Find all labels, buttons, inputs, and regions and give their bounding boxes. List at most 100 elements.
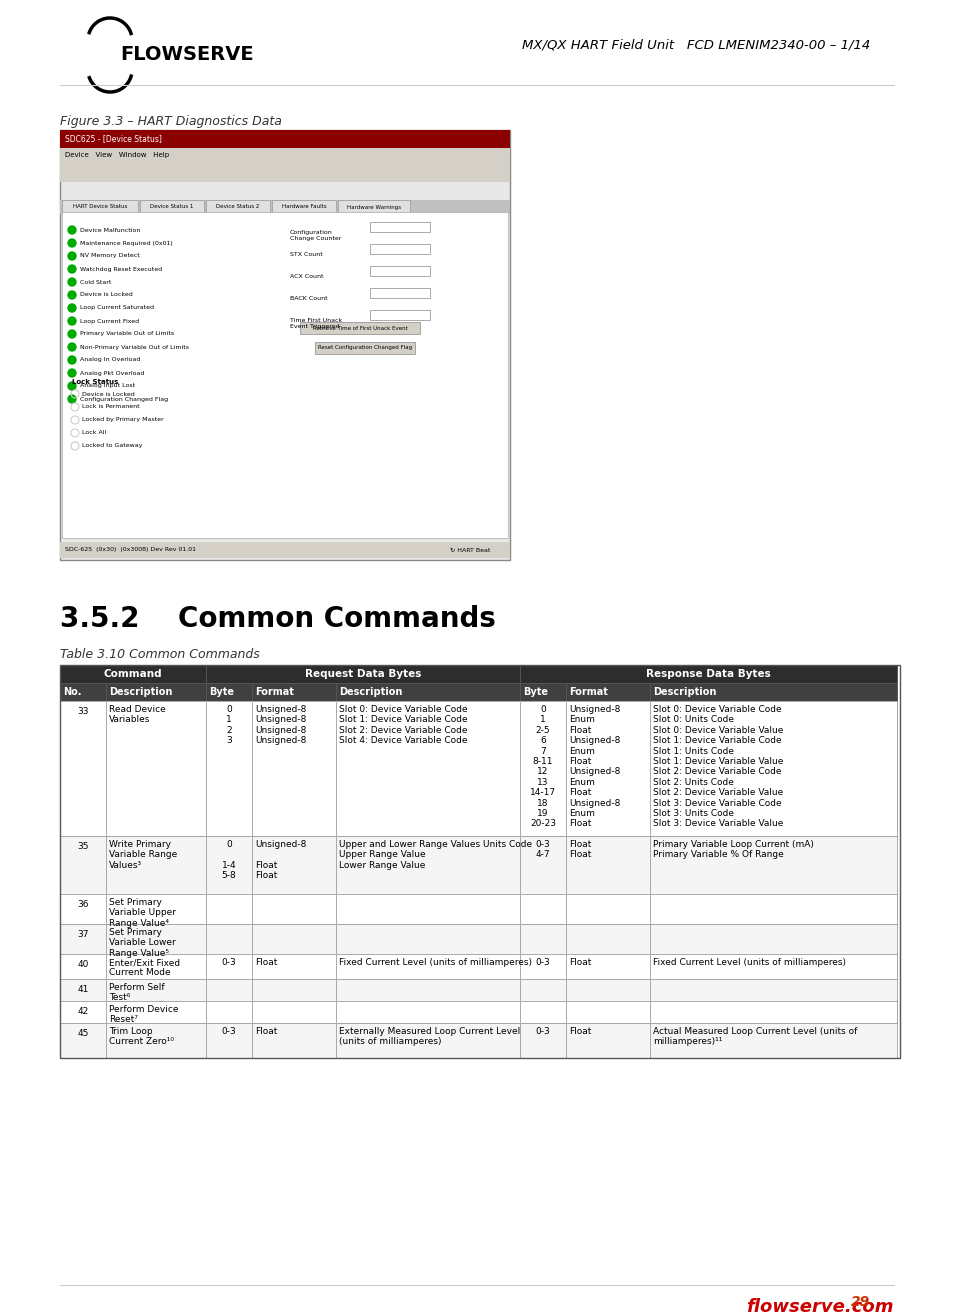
Bar <box>60 1023 106 1058</box>
Bar <box>106 894 206 924</box>
Bar <box>60 894 106 924</box>
Text: Watchdog Reset Executed: Watchdog Reset Executed <box>80 267 162 272</box>
Bar <box>60 1001 106 1023</box>
Bar <box>649 1001 896 1023</box>
Text: Loop Current Saturated: Loop Current Saturated <box>80 306 153 310</box>
Text: 40: 40 <box>77 960 89 969</box>
Bar <box>206 200 270 214</box>
Bar <box>60 683 106 701</box>
Bar <box>519 701 565 836</box>
Circle shape <box>68 316 76 326</box>
Bar <box>649 683 896 701</box>
Text: Perform Device
Reset⁷: Perform Device Reset⁷ <box>109 1004 178 1024</box>
Bar <box>60 836 106 894</box>
Text: FLOWSERVE: FLOWSERVE <box>120 46 253 64</box>
Text: HART Device Status: HART Device Status <box>72 205 127 210</box>
Text: Device Status 2: Device Status 2 <box>216 205 259 210</box>
Text: Maintenance Required (0x01): Maintenance Required (0x01) <box>80 240 172 246</box>
Bar <box>60 955 106 979</box>
Bar <box>649 683 896 701</box>
Text: Set Primary
Variable Lower
Range Value⁵: Set Primary Variable Lower Range Value⁵ <box>109 928 175 957</box>
Text: Fixed Current Level (units of milliamperes): Fixed Current Level (units of milliamper… <box>338 958 532 966</box>
Bar <box>252 1023 335 1058</box>
Bar <box>106 894 206 924</box>
Bar <box>649 1023 896 1058</box>
Text: Hardware Warnings: Hardware Warnings <box>347 205 400 210</box>
Bar <box>565 701 649 836</box>
Bar <box>565 1001 649 1023</box>
Circle shape <box>68 226 76 234</box>
Bar <box>335 1001 519 1023</box>
Bar <box>106 1001 206 1023</box>
Bar <box>252 683 335 701</box>
Bar <box>335 683 519 701</box>
Text: ACX Count: ACX Count <box>290 274 323 278</box>
Bar <box>299 322 419 334</box>
Text: Command: Command <box>104 670 162 679</box>
Bar <box>565 683 649 701</box>
Bar <box>60 924 106 955</box>
Bar <box>252 1001 335 1023</box>
Bar <box>649 955 896 979</box>
Text: Float
Float: Float Float <box>568 840 591 860</box>
Bar <box>106 683 206 701</box>
Bar <box>565 701 649 836</box>
Text: Analog Input Lost: Analog Input Lost <box>80 383 135 389</box>
Bar <box>519 979 565 1001</box>
Bar <box>62 211 507 538</box>
Bar <box>60 200 510 214</box>
Circle shape <box>68 395 76 403</box>
Text: Device Status 1: Device Status 1 <box>151 205 193 210</box>
Bar <box>206 1023 252 1058</box>
Text: Hardware Faults: Hardware Faults <box>281 205 326 210</box>
Bar <box>106 924 206 955</box>
Text: 42: 42 <box>77 1007 89 1016</box>
Text: Format: Format <box>254 687 294 697</box>
Bar <box>370 222 430 232</box>
Bar <box>60 701 106 836</box>
Bar <box>60 148 510 161</box>
Bar <box>370 267 430 276</box>
Text: Perform Self
Test⁶: Perform Self Test⁶ <box>109 983 165 1002</box>
Text: SDC-625  (0x30)  (0x3008) Dev Rev 01.01: SDC-625 (0x30) (0x3008) Dev Rev 01.01 <box>65 548 195 553</box>
Text: 36: 36 <box>77 899 89 909</box>
Text: 0-3: 0-3 <box>535 958 550 966</box>
Text: Slot 0: Device Variable Code
Slot 0: Units Code
Slot 0: Device Variable Value
Sl: Slot 0: Device Variable Code Slot 0: Uni… <box>652 705 782 829</box>
Bar <box>519 955 565 979</box>
Bar <box>519 664 896 683</box>
Circle shape <box>68 305 76 312</box>
Bar <box>206 979 252 1001</box>
Bar <box>335 979 519 1001</box>
Bar <box>60 542 510 558</box>
Bar <box>519 836 565 894</box>
Text: Analog Pkt Overload: Analog Pkt Overload <box>80 370 144 376</box>
Bar <box>335 701 519 836</box>
Text: Float: Float <box>568 1027 591 1036</box>
Bar <box>60 979 106 1001</box>
Bar <box>649 1023 896 1058</box>
Text: Lock All: Lock All <box>82 431 106 436</box>
Bar <box>252 1023 335 1058</box>
Text: 29: 29 <box>850 1295 869 1309</box>
Circle shape <box>68 369 76 377</box>
Bar <box>60 1001 106 1023</box>
Bar <box>106 924 206 955</box>
Bar <box>335 1023 519 1058</box>
Bar <box>206 683 252 701</box>
Bar <box>206 924 252 955</box>
Text: Loop Current Fixed: Loop Current Fixed <box>80 319 139 323</box>
Bar <box>649 979 896 1001</box>
Bar <box>60 955 106 979</box>
Text: Table 3.10 Common Commands: Table 3.10 Common Commands <box>60 649 259 660</box>
Text: Actual Measured Loop Current Level (units of
milliamperes)¹¹: Actual Measured Loop Current Level (unit… <box>652 1027 857 1046</box>
Bar <box>60 130 510 561</box>
Bar <box>252 979 335 1001</box>
Text: Trim Loop
Current Zero¹⁰: Trim Loop Current Zero¹⁰ <box>109 1027 173 1046</box>
Text: No.: No. <box>63 687 81 697</box>
Bar <box>519 924 565 955</box>
Bar <box>565 924 649 955</box>
Text: Configuration Changed Flag: Configuration Changed Flag <box>80 397 168 402</box>
Bar <box>335 955 519 979</box>
Text: Figure 3.3 – HART Diagnostics Data: Figure 3.3 – HART Diagnostics Data <box>60 116 281 127</box>
Bar <box>252 701 335 836</box>
